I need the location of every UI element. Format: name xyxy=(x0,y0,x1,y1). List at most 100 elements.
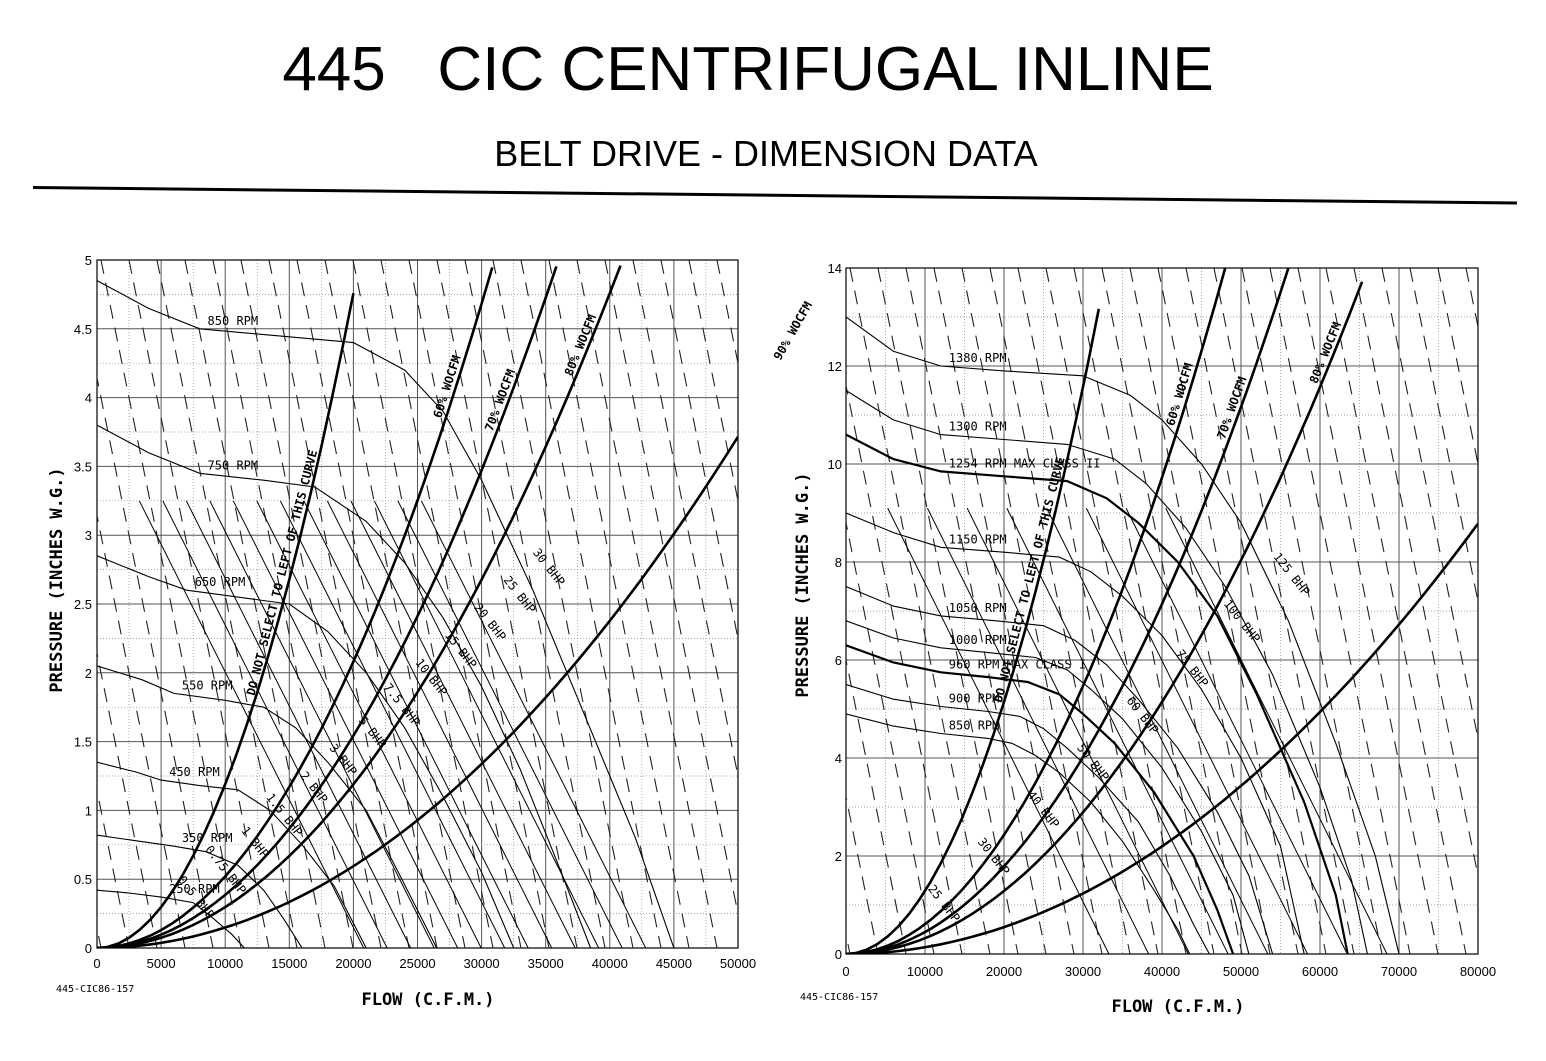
rpm-curve-1300-rpm xyxy=(846,390,1368,954)
rpm-curve-450-rpm xyxy=(97,761,367,948)
y-tick-label: 14 xyxy=(828,261,842,276)
bhp-line-0-5-bhp xyxy=(138,500,365,948)
system-curve-90-wocfm xyxy=(846,522,1478,954)
y-tick-label: 4 xyxy=(835,751,842,766)
drawing-code: 445-CIC86-157 xyxy=(800,992,878,1003)
bhp-dashed-line xyxy=(97,787,130,948)
bhp-dashed-line xyxy=(933,268,1075,954)
bhp-dashed-line xyxy=(464,260,606,948)
bhp-line-1-5-bhp xyxy=(209,500,435,948)
bhp-lines xyxy=(138,500,647,948)
bhp-dashed-line xyxy=(1185,268,1327,954)
chart-1: 0 5000 10000 15000 20000 25000 30000 35000 40000… xyxy=(0,253,815,1010)
bhp-dashed-line xyxy=(296,260,438,948)
rpm-curve-850-rpm xyxy=(97,280,675,948)
y-axis-label: PRESSURE (INCHES W.G.) xyxy=(47,467,67,692)
x-tick-label: 50000 xyxy=(1223,964,1259,979)
bhp-label: 15 BHP xyxy=(442,628,480,671)
bhp-line-25-bhp xyxy=(887,507,1110,954)
bhp-lines xyxy=(887,507,1388,954)
system-curve-70-wocfm xyxy=(846,268,1290,954)
rpm-curve-1380-rpm xyxy=(846,316,1400,954)
system-curve-80-wocfm xyxy=(846,281,1364,954)
bhp-label: 25 BHP xyxy=(501,573,539,616)
x-tick-label: 20000 xyxy=(335,956,371,971)
bhp-dashed-line xyxy=(268,260,410,948)
y-tick-label: 3.5 xyxy=(74,459,92,474)
bhp-dashed-line xyxy=(1522,268,1546,954)
rpm-curve-900-rpm xyxy=(846,683,1210,954)
bhp-dashed-line xyxy=(1017,268,1159,954)
bhp-dashed-line xyxy=(520,260,662,948)
y-tick-label: 2.5 xyxy=(74,597,92,612)
y-tick-label: 0.5 xyxy=(74,872,92,887)
bhp-dashed-line xyxy=(492,260,634,948)
rpm-curve-1254-rpm-max-class-ii xyxy=(846,433,1349,954)
rpm-curve-1150-rpm xyxy=(846,512,1305,954)
rpm-curve-label: 250 RPM xyxy=(169,882,220,896)
x-tick-label: 0 xyxy=(842,964,849,979)
x-tick-label: 30000 xyxy=(1065,964,1101,979)
rpm-curve-label: 1300 RPM xyxy=(949,420,1007,434)
chart-2: 0 10000 20000 30000 40000 50000 60000 70000 8000… xyxy=(626,261,1546,1017)
bhp-line-5-bhp xyxy=(279,500,506,948)
rpm-curve-550-rpm xyxy=(97,665,438,948)
y-tick-label: 8 xyxy=(835,555,842,570)
bhp-label: 100 BHP xyxy=(1221,597,1263,645)
bhp-dashed-line xyxy=(849,268,991,954)
bhp-dashed-line xyxy=(1157,268,1299,954)
bhp-line-30-bhp xyxy=(926,507,1150,954)
rpm-curve-label: 750 RPM xyxy=(208,458,259,472)
grid xyxy=(845,267,1479,955)
bhp-dashed-line xyxy=(846,794,879,954)
system-curve-90-wocfm xyxy=(97,436,738,948)
bhp-dashed-line xyxy=(1101,268,1243,954)
drawing-code: 445-CIC86-157 xyxy=(56,984,134,995)
bhp-line-2-bhp xyxy=(232,500,459,948)
bhp-line-75-bhp xyxy=(1085,507,1308,954)
rpm-curve-label: 850 RPM xyxy=(949,719,1000,733)
rpm-curve-960-rpm-max-class-i xyxy=(846,644,1235,954)
page-subtitle: BELT DRIVE - DIMENSION DATA xyxy=(494,133,1038,174)
bhp-dashed-line xyxy=(0,260,17,948)
x-tick-label: 40000 xyxy=(592,956,628,971)
system-curve-do-not-select-to-left-of-this-curve xyxy=(97,292,355,948)
bhp-line-100-bhp xyxy=(1125,507,1348,954)
bhp-dashed-line xyxy=(1409,268,1478,604)
plot-area xyxy=(626,268,1546,954)
plot-frame xyxy=(96,259,739,949)
bhp-dashed-line xyxy=(1437,268,1478,467)
bhp-dashed-line xyxy=(846,382,963,954)
y-tick-label: 3 xyxy=(85,528,92,543)
bhp-dashed-line xyxy=(604,260,738,917)
bhp-dashed-line xyxy=(97,375,214,948)
bhp-dashed-line xyxy=(660,260,738,642)
bhp-line-60-bhp xyxy=(1046,507,1269,954)
bhp-dashed-line xyxy=(1241,268,1383,954)
bhp-line-125-bhp xyxy=(1165,507,1388,954)
x-axis-label: FLOW (C.F.M.) xyxy=(361,990,494,1010)
bhp-guide-lines xyxy=(626,268,1546,954)
y-tick-label: 5 xyxy=(85,253,92,268)
bhp-label: 7.5 BHP xyxy=(381,680,423,728)
rpm-curve-label: 550 RPM xyxy=(182,678,233,692)
rpm-curve-label: 1050 RPM xyxy=(949,601,1007,615)
bhp-dashed-line xyxy=(626,268,766,954)
system-curve-60-wocfm xyxy=(846,268,1227,954)
y-tick-label: 0 xyxy=(835,947,842,962)
x-tick-label: 20000 xyxy=(986,964,1022,979)
bhp-dashed-line xyxy=(184,260,326,948)
y-tick-label: 4 xyxy=(85,391,92,406)
bhp-dashed-line xyxy=(548,260,690,948)
bhp-dashed-line xyxy=(1381,268,1478,742)
bhp-dashed-line xyxy=(97,512,186,948)
system-curve-70-wocfm xyxy=(97,265,558,948)
bhp-dashed-line xyxy=(905,268,1047,954)
y-tick-label: 0 xyxy=(85,941,92,956)
rpm-curve-label: 650 RPM xyxy=(195,575,246,589)
bhp-line-0-75-bhp xyxy=(162,500,388,948)
bhp-dashed-line xyxy=(1494,268,1546,954)
bhp-dashed-line xyxy=(240,260,382,948)
bhp-dashed-line xyxy=(128,260,270,948)
system-curve-80-wocfm xyxy=(97,265,622,948)
